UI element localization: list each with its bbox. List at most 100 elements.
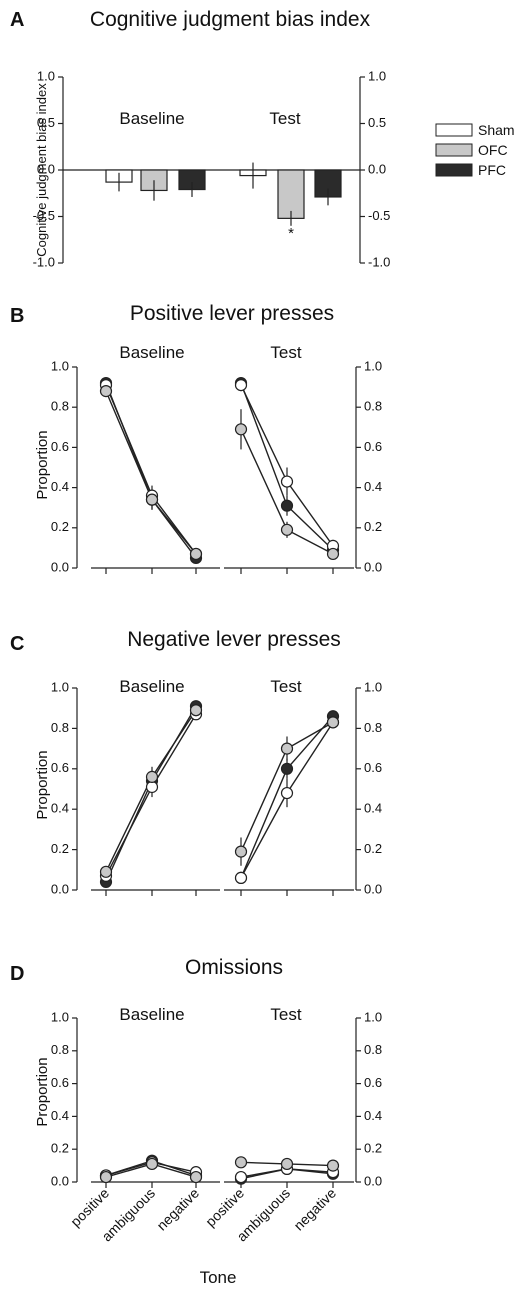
y-tick-label-right: 0.0 xyxy=(364,881,382,896)
point-sham-baseline xyxy=(145,780,159,794)
y-tick-label-left: 0.8 xyxy=(51,720,69,735)
point-ofc-baseline xyxy=(99,1170,113,1184)
y-tick-label-left: -1.0 xyxy=(33,254,55,269)
y-tick-label-right: 0.8 xyxy=(364,720,382,735)
y-tick-label-left: 0.6 xyxy=(51,760,69,775)
group-label-baseline: Baseline xyxy=(119,677,184,696)
y-tick-label-right: 0.6 xyxy=(364,760,382,775)
y-tick-label-left: 0.0 xyxy=(37,161,55,176)
group-label-test: Test xyxy=(270,343,301,362)
group-label-baseline: Baseline xyxy=(119,109,184,128)
point-pfc-test xyxy=(280,762,294,775)
point-ofc-test xyxy=(326,1159,340,1172)
y-axis-label: Cognitive judgment bias index xyxy=(34,83,49,257)
group-label-test: Test xyxy=(269,109,300,128)
legend-swatch-ofc xyxy=(435,143,473,157)
point-ofc-baseline xyxy=(145,770,159,783)
y-tick-label-left: 0.0 xyxy=(51,881,69,896)
point-sham-test xyxy=(280,786,294,800)
point-sham-test xyxy=(280,475,294,488)
point-ofc-test xyxy=(234,845,248,858)
series-line-sham-baseline xyxy=(105,384,197,555)
y-tick-label-right: 0.0 xyxy=(368,161,386,176)
y-tick-label-left: 0.2 xyxy=(51,519,69,534)
panel-label: B xyxy=(10,305,24,327)
panel-title: Negative lever presses xyxy=(127,628,341,651)
y-tick-label-left: -0.5 xyxy=(33,208,55,223)
legend-swatch-pfc xyxy=(435,163,473,177)
point-ofc-test xyxy=(326,547,340,561)
point-sham-test xyxy=(234,1170,248,1184)
panel-d: D Omissions Proportion Baseline Test 1.0… xyxy=(10,956,382,1188)
y-tick-label-right: 0.5 xyxy=(368,115,386,130)
panel-a: A Cognitive judgment bias index Cognitiv… xyxy=(10,8,390,269)
y-tick-label-left: 1.0 xyxy=(51,358,69,373)
panel-label: D xyxy=(10,963,24,985)
panel-title: Positive lever presses xyxy=(130,302,334,325)
point-ofc-baseline xyxy=(99,865,113,878)
legend-label-pfc: PFC xyxy=(478,162,506,178)
significance-marker: * xyxy=(288,225,294,242)
series-line-pfc-baseline xyxy=(105,705,197,883)
y-tick-label-right: 1.0 xyxy=(364,358,382,373)
group-label-test: Test xyxy=(270,677,301,696)
point-ofc-baseline xyxy=(189,1170,203,1184)
point-ofc-baseline xyxy=(189,704,203,717)
y-tick-label-left: 0.8 xyxy=(51,1042,69,1057)
y-tick-label-right: 0.2 xyxy=(364,1141,382,1156)
y-tick-label-right: 1.0 xyxy=(364,1009,382,1024)
x-tick-label: negative xyxy=(153,1185,202,1234)
group-label-baseline: Baseline xyxy=(119,1005,184,1024)
y-tick-label-right: 0.0 xyxy=(364,1173,382,1188)
point-ofc-baseline xyxy=(145,1157,159,1171)
panel-b: B Positive lever presses Proportion Base… xyxy=(10,302,382,574)
y-tick-label-right: 0.6 xyxy=(364,439,382,454)
point-ofc-test xyxy=(234,423,248,436)
point-ofc-baseline xyxy=(189,547,203,561)
y-tick-label-right: 0.4 xyxy=(364,479,382,494)
y-tick-label-right: -1.0 xyxy=(368,254,390,269)
y-tick-label-left: 0.4 xyxy=(51,1108,69,1123)
panel-title: Omissions xyxy=(185,956,283,979)
point-ofc-baseline xyxy=(145,493,159,506)
point-sham-test xyxy=(234,378,248,392)
point-ofc-test xyxy=(234,1156,248,1169)
panel-title: Cognitive judgment bias index xyxy=(90,8,371,31)
x-tick-label: positive xyxy=(202,1185,247,1230)
point-ofc-test xyxy=(280,742,294,755)
y-tick-label-right: 0.8 xyxy=(364,1042,382,1057)
line-plot: 1.0 1.0 0.8 0.8 0.6 0.6 0.4 0.4 0.2 0.2 0.0 0.0 xyxy=(51,358,382,574)
y-tick-label-left: 0.0 xyxy=(51,1173,69,1188)
y-tick-label-left: 1.0 xyxy=(51,1009,69,1024)
group-label-test: Test xyxy=(270,1005,301,1024)
y-tick-label-left: 0.2 xyxy=(51,841,69,856)
y-tick-label-right: 0.2 xyxy=(364,519,382,534)
y-tick-label-right: 1.0 xyxy=(364,679,382,694)
x-tick-label: positive xyxy=(67,1185,112,1230)
y-tick-label-left: 0.2 xyxy=(51,1141,69,1156)
line-plot: 1.0 1.0 0.8 0.8 0.6 0.6 0.4 0.4 0.2 0.2 0.0 0.0 xyxy=(51,679,382,896)
line-plot: 1.0 1.0 0.8 0.8 0.6 0.6 0.4 0.4 0.2 0.2 0.0 0.0 xyxy=(51,1009,382,1188)
point-pfc-test xyxy=(280,499,294,512)
y-tick-label-right: 0.4 xyxy=(364,801,382,816)
y-axis-label: Proportion xyxy=(34,1057,51,1126)
y-tick-label-right: 0.6 xyxy=(364,1075,382,1090)
y-tick-label-left: 0.8 xyxy=(51,399,69,414)
point-ofc-test xyxy=(280,523,294,536)
panel-label: A xyxy=(10,9,24,31)
y-tick-label-right: 0.4 xyxy=(364,1108,382,1123)
y-tick-label-left: 0.5 xyxy=(37,115,55,130)
y-tick-label-right: 0.0 xyxy=(364,559,382,574)
point-ofc-test xyxy=(280,1157,294,1171)
y-tick-label-left: 0.4 xyxy=(51,479,69,494)
y-tick-label-right: -0.5 xyxy=(368,208,390,223)
bar-plot: 1.0 1.0 0.5 0.5 0.0 0.0 -0.5 -0.5 -1.0 -1.0 * xyxy=(33,68,391,269)
y-tick-label-left: 0.4 xyxy=(51,801,69,816)
legend-label-ofc: OFC xyxy=(478,142,508,158)
y-tick-label-left: 0.6 xyxy=(51,1075,69,1090)
y-tick-label-left: 1.0 xyxy=(51,679,69,694)
y-tick-label-left: 1.0 xyxy=(37,68,55,83)
legend-swatch-sham xyxy=(435,123,473,137)
